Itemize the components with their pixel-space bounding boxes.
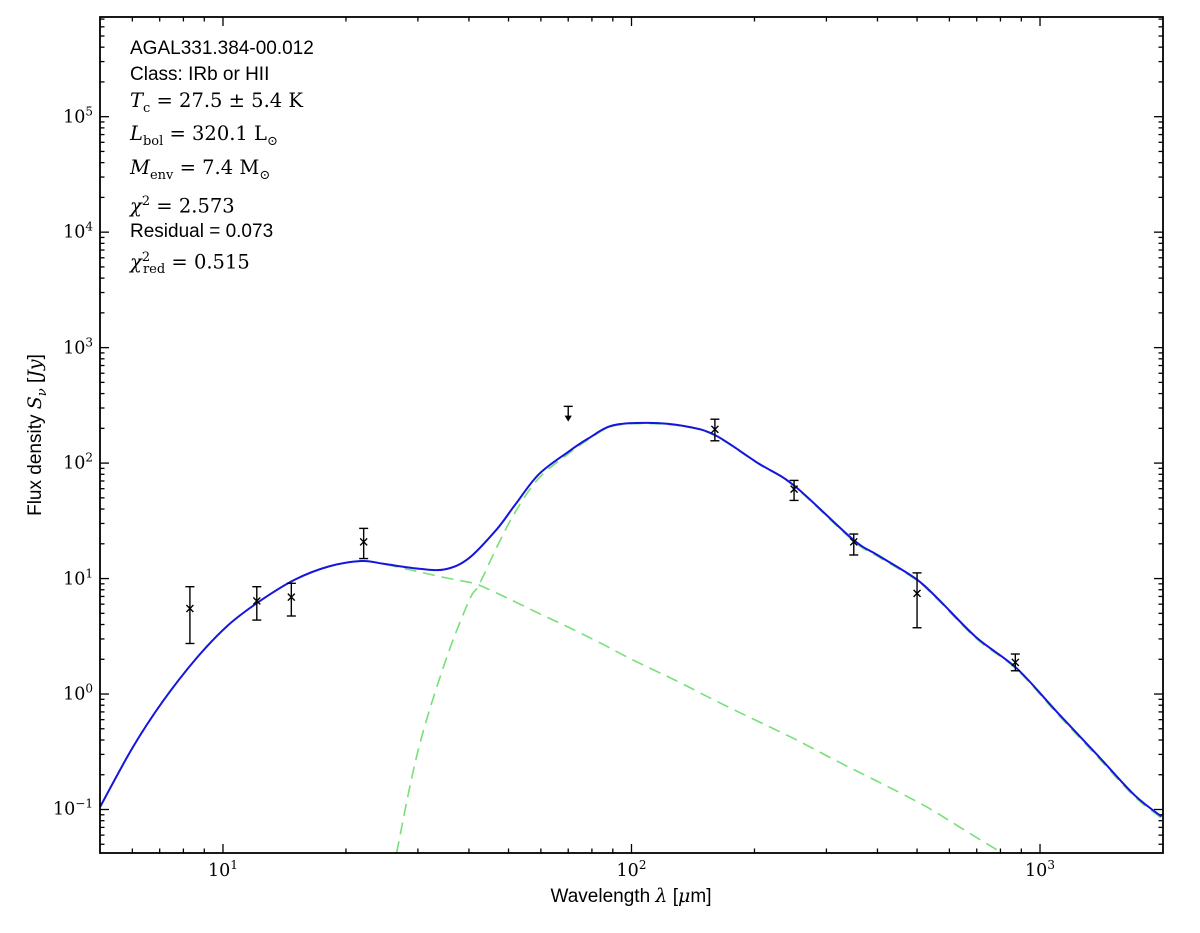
annotation-line-7: Residual = 0.073: [130, 220, 274, 242]
annotation-line-4: Lbol = 320.1 L⊙: [130, 122, 278, 150]
model-curves: [100, 421, 1163, 853]
total-model-curve: [100, 421, 1163, 818]
y-tick-label-10e5: 105: [63, 104, 93, 128]
y-axis-label: Flux density Sν [Jy]: [24, 354, 50, 516]
y-tick-label-10e0: 100: [63, 681, 93, 705]
annotation-line-5: Menv = 7.4 M⊙: [130, 155, 271, 183]
source-info-annotation: AGAL331.384-00.012 Class: IRb or HII Tc = …: [130, 36, 314, 283]
x-tick-label-10e1: 101: [208, 858, 238, 881]
annotation-line-6: χ2 = 2.573: [130, 193, 235, 218]
y-tick-label-10e2: 102: [63, 450, 93, 474]
annotation-line-3: Tc = 27.5 ± 5.4 K: [130, 88, 303, 116]
y-tick-label-10e4: 104: [63, 219, 93, 243]
y-tick-label-10e-1: 10−1: [53, 797, 93, 820]
data-point: [286, 582, 296, 617]
x-axis-label: Wavelength λ [μm]: [550, 885, 712, 907]
annotation-line-8: χ2red = 0.515: [130, 249, 250, 278]
data-point: [185, 586, 195, 645]
x-tick-label-10e3: 103: [1025, 858, 1055, 881]
data-points: [185, 405, 1020, 672]
annotation-line-1: AGAL331.384-00.012: [130, 38, 314, 59]
data-point: [252, 586, 262, 621]
data-point: [849, 533, 859, 556]
y-tick-label-10e1: 101: [63, 566, 93, 590]
data-point: [789, 479, 799, 502]
data-point: [912, 572, 922, 629]
upper-limit-arrow: [563, 405, 573, 422]
plot-frame: [99, 16, 1164, 854]
y-tick-label-10e3: 103: [63, 335, 93, 359]
annotation-line-2: Class: IRb or HII: [130, 63, 270, 85]
x-tick-label-10e2: 102: [616, 858, 647, 881]
data-point: [710, 418, 720, 442]
data-point: [359, 527, 369, 560]
cold-component-curve: [395, 422, 1163, 853]
warm-component-curve: [100, 560, 1003, 853]
data-point: [1010, 653, 1020, 672]
